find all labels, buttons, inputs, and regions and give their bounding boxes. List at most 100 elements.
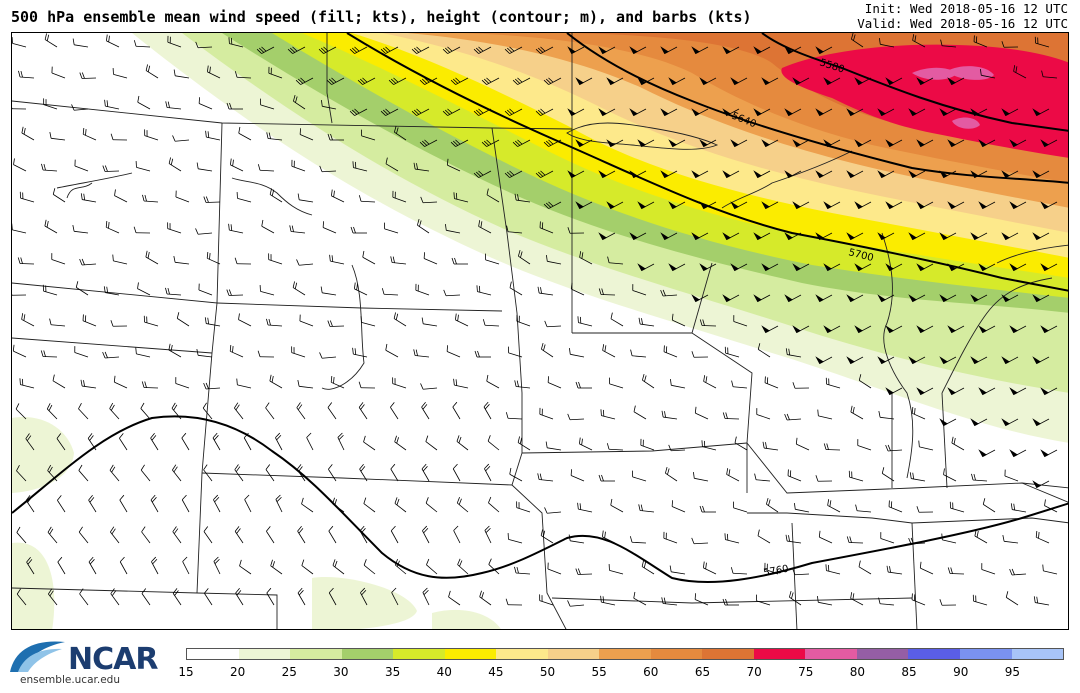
wind-barb: [908, 537, 926, 545]
wind-barb: [150, 494, 159, 513]
wind-barb: [546, 255, 562, 265]
wind-barb: [212, 432, 221, 451]
wind-barb: [1040, 449, 1058, 458]
wind-barb: [881, 467, 895, 482]
wind-barb: [265, 464, 275, 482]
wind-barb: [753, 108, 771, 117]
colorbar-swatch: [341, 649, 394, 659]
wind-barb: [982, 498, 996, 513]
wind-barb: [512, 139, 531, 147]
wind-barb: [598, 108, 616, 117]
wind-barb: [516, 314, 531, 327]
wind-barb: [506, 225, 523, 234]
wind-barb: [358, 402, 368, 420]
colorbar-ticks: 15 20 25 30 35 40 45 50 55 60 65 70 75 80 85 90 95: [178, 665, 1064, 681]
speed-band-20-sw1: [12, 417, 74, 493]
wind-barb: [567, 227, 585, 234]
wind-barb: [487, 435, 500, 451]
wind-barb: [568, 534, 585, 544]
wind-barb: [908, 170, 926, 179]
wind-barb: [362, 250, 376, 265]
wind-barb: [12, 223, 27, 234]
wind-barb: [668, 77, 686, 86]
wind-barb: [114, 189, 128, 203]
wind-barb: [359, 463, 368, 482]
wind-barb: [453, 525, 461, 544]
wind-barb: [47, 526, 58, 544]
wind-barb: [295, 77, 314, 85]
wind-barb: [850, 592, 864, 606]
wind-barb: [140, 464, 151, 482]
wind-barb: [287, 46, 306, 54]
wind-barb: [579, 437, 593, 451]
wind-barb: [49, 132, 66, 141]
wind-barb: [785, 348, 802, 358]
wind-barb: [1044, 499, 1058, 513]
wind-barb: [827, 499, 841, 513]
wind-barb: [1032, 170, 1050, 179]
wind-barb: [105, 220, 120, 234]
wind-barb: [1004, 469, 1019, 482]
wind-barb: [299, 314, 314, 327]
wind-barb: [137, 282, 151, 296]
wind-barb: [234, 402, 244, 420]
wind-barb: [243, 432, 252, 451]
wind-barb: [1032, 232, 1050, 241]
wind-barb: [939, 599, 957, 606]
wind-barb: [1040, 325, 1058, 334]
wind-barb: [970, 356, 988, 365]
wind-barb: [947, 77, 965, 86]
wind-barb: [885, 387, 903, 396]
wind-barb: [175, 190, 190, 203]
wind-barb: [734, 436, 748, 451]
wind-barb: [691, 170, 709, 179]
wind-barb: [112, 254, 128, 265]
wind-barb: [456, 496, 469, 513]
wind-barb: [850, 405, 864, 420]
wind-barb: [13, 158, 27, 172]
colorbar-tick-label: 50: [539, 665, 556, 679]
wind-barb: [328, 587, 337, 606]
wind-barb: [446, 345, 461, 358]
wind-barb: [80, 193, 97, 203]
wind-barb: [297, 525, 306, 544]
wind-barb: [846, 356, 864, 365]
wind-barb: [733, 315, 748, 327]
wind-barb: [1034, 36, 1050, 48]
wind-barb: [390, 525, 399, 544]
wind-barb: [505, 412, 523, 420]
wind-barb: [535, 108, 554, 116]
wind-barb: [606, 139, 624, 148]
wind-barb: [722, 108, 740, 117]
wind-barb: [474, 350, 491, 358]
wind-barb: [1032, 294, 1050, 303]
wind-barb: [762, 441, 779, 451]
wind-barb: [508, 346, 523, 358]
wind-barb: [49, 318, 66, 327]
wind-barb: [854, 263, 872, 272]
wind-barb: [694, 593, 709, 606]
wind-barb: [818, 530, 833, 544]
wind-barb: [514, 193, 531, 203]
wind-barb: [301, 497, 314, 513]
wind-barb: [854, 139, 872, 148]
wind-barb: [479, 590, 492, 606]
wind-barb: [815, 108, 833, 117]
wind-barb: [82, 127, 97, 141]
wind-barb: [784, 108, 802, 117]
wind-barb: [12, 289, 27, 296]
wind-barb: [328, 464, 337, 482]
wind-barb: [411, 46, 430, 54]
wind-barb: [609, 377, 624, 389]
wind-barb: [885, 325, 903, 334]
wind-barb: [175, 377, 190, 389]
wind-barb: [815, 46, 833, 55]
wind-barb: [575, 381, 592, 389]
wind-barb: [784, 232, 802, 241]
wind-barb: [1005, 591, 1019, 606]
wind-barb: [575, 139, 593, 148]
wind-barb: [203, 382, 221, 390]
speed-band-20-sw2: [12, 542, 55, 629]
wind-barb: [939, 170, 957, 179]
wind-barb: [668, 139, 686, 148]
